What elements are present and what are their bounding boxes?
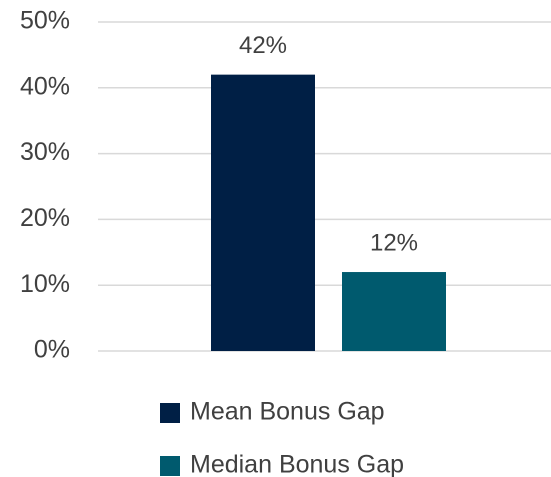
y-tick-label: 30% — [20, 138, 70, 166]
bar — [211, 74, 315, 351]
legend-label: Mean Bonus Gap — [190, 398, 385, 426]
y-tick-label: 10% — [20, 270, 70, 298]
legend-swatch — [160, 456, 180, 476]
legend-swatch — [160, 403, 180, 423]
y-tick-label: 50% — [20, 7, 70, 35]
y-tick-label: 0% — [34, 336, 70, 364]
data-label: 12% — [370, 229, 418, 256]
y-tick-label: 40% — [20, 72, 70, 100]
y-tick-label: 20% — [20, 204, 70, 232]
legend-label: Median Bonus Gap — [190, 451, 404, 477]
data-label: 42% — [239, 32, 287, 59]
bar — [342, 272, 446, 351]
